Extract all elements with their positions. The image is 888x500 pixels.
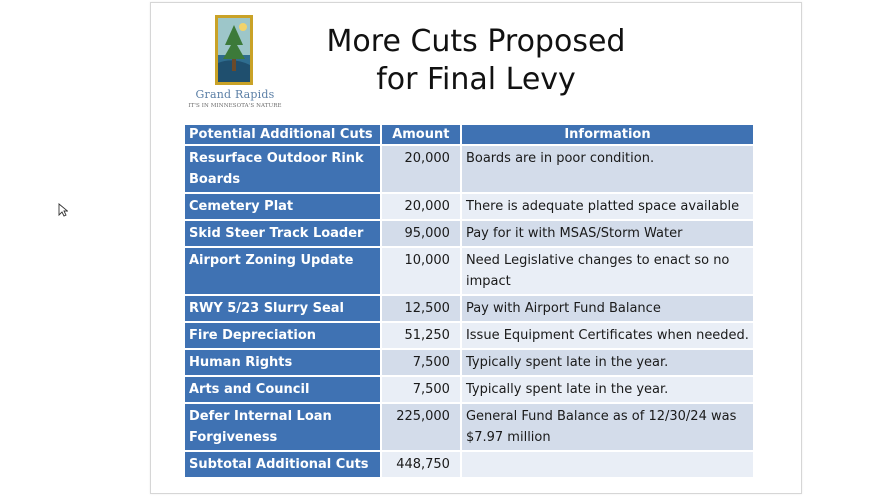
cut-amount: 7,500 — [381, 350, 460, 375]
cut-info: There is adequate platted space availabl… — [461, 194, 753, 219]
cuts-table: Potential Additional Cuts Amount Informa… — [183, 123, 755, 479]
header-potential-cuts: Potential Additional Cuts — [185, 125, 380, 144]
cut-info: Typically spent late in the year. — [461, 377, 753, 402]
logo-tree-icon — [215, 15, 253, 85]
cut-name: Defer Internal Loan Forgiveness — [185, 404, 380, 450]
logo-tagline: IT'S IN MINNESOTA'S NATURE — [188, 103, 282, 109]
cut-info: General Fund Balance as of 12/30/24 was … — [461, 404, 753, 450]
cut-amount: 51,250 — [381, 323, 460, 348]
cut-name: Resurface Outdoor Rink Boards — [185, 146, 380, 192]
table-header-row: Potential Additional Cuts Amount Informa… — [185, 125, 753, 144]
cut-name: Airport Zoning Update — [185, 248, 380, 294]
cut-info: Issue Equipment Certificates when needed… — [461, 323, 753, 348]
subtotal-amount: 448,750 — [381, 452, 460, 477]
cut-name: Cemetery Plat — [185, 194, 380, 219]
table-row: Skid Steer Track Loader 95,000 Pay for i… — [185, 221, 753, 246]
slide-title-line-1: More Cuts Proposed — [326, 24, 626, 59]
cut-amount: 225,000 — [381, 404, 460, 450]
table-row: Fire Depreciation 51,250 Issue Equipment… — [185, 323, 753, 348]
slide-title: More Cuts Proposed for Final Levy — [291, 23, 661, 99]
table-row: Arts and Council 7,500 Typically spent l… — [185, 377, 753, 402]
subtotal-label: Subtotal Additional Cuts — [185, 452, 380, 477]
table-row: Resurface Outdoor Rink Boards 20,000 Boa… — [185, 146, 753, 192]
presentation-slide: Grand Rapids IT'S IN MINNESOTA'S NATURE … — [150, 2, 802, 494]
cut-info: Pay for it with MSAS/Storm Water — [461, 221, 753, 246]
header-amount: Amount — [381, 125, 460, 144]
cut-amount: 7,500 — [381, 377, 460, 402]
cut-amount: 20,000 — [381, 146, 460, 192]
table-row: Cemetery Plat 20,000 There is adequate p… — [185, 194, 753, 219]
slide-title-line-2: for Final Levy — [376, 62, 576, 97]
cut-name: Human Rights — [185, 350, 380, 375]
cut-info: Boards are in poor condition. — [461, 146, 753, 192]
mouse-cursor-icon — [58, 203, 68, 217]
table-row: Airport Zoning Update 10,000 Need Legisl… — [185, 248, 753, 294]
cut-info: Pay with Airport Fund Balance — [461, 296, 753, 321]
cut-amount: 20,000 — [381, 194, 460, 219]
cut-name: Fire Depreciation — [185, 323, 380, 348]
table-row: Defer Internal Loan Forgiveness 225,000 … — [185, 404, 753, 450]
cut-info: Typically spent late in the year. — [461, 350, 753, 375]
cut-amount: 12,500 — [381, 296, 460, 321]
table-row-subtotal: Subtotal Additional Cuts 448,750 — [185, 452, 753, 477]
header-information: Information — [461, 125, 753, 144]
cut-amount: 10,000 — [381, 248, 460, 294]
cut-name: RWY 5/23 Slurry Seal — [185, 296, 380, 321]
logo-name: Grand Rapids — [195, 88, 275, 101]
table-row: Human Rights 7,500 Typically spent late … — [185, 350, 753, 375]
cut-name: Skid Steer Track Loader — [185, 221, 380, 246]
subtotal-info — [461, 452, 753, 477]
cut-name: Arts and Council — [185, 377, 380, 402]
grand-rapids-logo: Grand Rapids IT'S IN MINNESOTA'S NATURE — [187, 15, 283, 115]
cut-amount: 95,000 — [381, 221, 460, 246]
table-row: RWY 5/23 Slurry Seal 12,500 Pay with Air… — [185, 296, 753, 321]
cut-info: Need Legislative changes to enact so no … — [461, 248, 753, 294]
